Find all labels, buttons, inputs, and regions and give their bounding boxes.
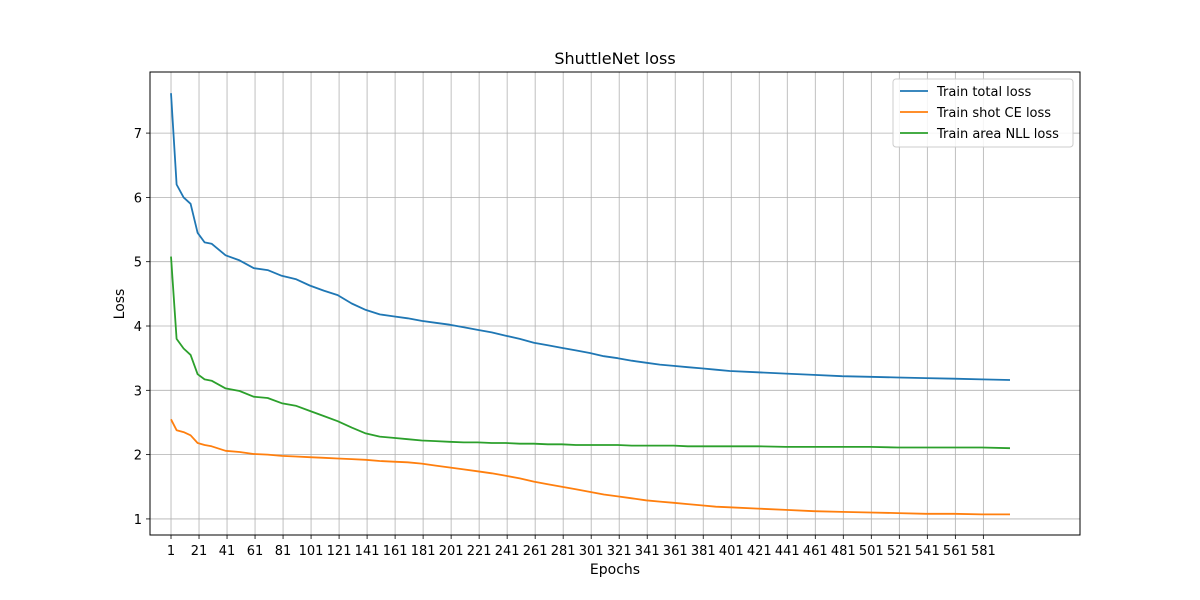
legend-label: Train area NLL loss — [936, 127, 1059, 142]
series-line — [170, 256, 1011, 450]
y-tick-label: 5 — [134, 256, 142, 271]
x-tick-label: 141 — [355, 544, 380, 559]
x-axis-label: Epochs — [590, 562, 640, 578]
x-tick-label: 361 — [663, 544, 688, 559]
y-tick-label: 7 — [134, 127, 142, 142]
x-tick-label: 101 — [299, 544, 324, 559]
x-tick-label: 1 — [167, 544, 175, 559]
x-tick-label: 181 — [411, 544, 436, 559]
series-lines — [170, 93, 1011, 516]
x-tick-label: 441 — [775, 544, 800, 559]
legend-label: Train total loss — [936, 85, 1032, 100]
series-line — [170, 418, 1010, 516]
y-tick-label: 4 — [134, 320, 142, 335]
legend-box — [892, 78, 1074, 148]
x-tick-label: 581 — [971, 544, 996, 559]
x-tick-label: 161 — [383, 544, 408, 559]
x-tick-label: 241 — [495, 544, 520, 559]
x-tick-label: 121 — [327, 544, 352, 559]
x-tick-label: 541 — [915, 544, 940, 559]
legend: Train total loss Train shot CE loss Train … — [892, 78, 1074, 148]
x-tick-label: 61 — [247, 544, 264, 559]
plot-frame — [149, 71, 1081, 536]
x-tick-label: 521 — [887, 544, 912, 559]
chart-title: ShuttleNet loss — [554, 49, 675, 68]
x-tick-label: 261 — [523, 544, 548, 559]
y-tick-label: 1 — [134, 513, 142, 528]
x-tick-label: 321 — [607, 544, 632, 559]
x-tick-label: 461 — [803, 544, 828, 559]
y-tick-label: 3 — [134, 384, 142, 399]
x-tick-label: 401 — [719, 544, 744, 559]
axis-ticks: 1 21 41 61 81 101 121 141 161 181 201 221 241 261 281 3… — [134, 127, 996, 559]
x-tick-label: 301 — [579, 544, 604, 559]
y-axis-label: Loss — [112, 289, 128, 320]
x-tick-label: 421 — [747, 544, 772, 559]
x-tick-label: 201 — [439, 544, 464, 559]
x-tick-label: 81 — [275, 544, 292, 559]
x-tick-label: 281 — [551, 544, 576, 559]
x-tick-label: 41 — [219, 544, 236, 559]
x-tick-label: 481 — [831, 544, 856, 559]
legend-label: Train shot CE loss — [936, 106, 1051, 121]
x-tick-label: 561 — [943, 544, 968, 559]
x-tick-label: 341 — [635, 544, 660, 559]
grid — [150, 72, 1080, 535]
x-tick-label: 21 — [191, 544, 208, 559]
x-tick-label: 381 — [691, 544, 716, 559]
x-tick-label: 221 — [467, 544, 492, 559]
series-line — [170, 93, 1011, 381]
y-tick-label: 2 — [134, 449, 142, 464]
y-tick-label: 6 — [134, 191, 142, 206]
x-tick-label: 501 — [859, 544, 884, 559]
